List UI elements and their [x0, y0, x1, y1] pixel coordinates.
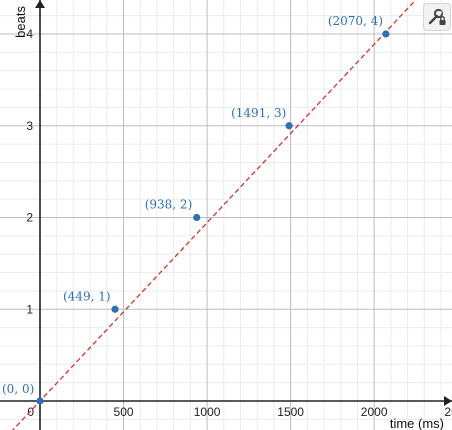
point-label: (938, 2) — [145, 198, 193, 212]
y-tick-label: 2 — [26, 211, 33, 225]
y-tick-label: 1 — [26, 302, 33, 316]
point-label: (1491, 3) — [231, 106, 286, 120]
x-tick-label: 2000 — [361, 405, 388, 419]
data-points: (0, 0) (449, 1) (938, 2) (1491, 3) (2070, 4) — [2, 14, 390, 405]
data-point[interactable] — [382, 30, 390, 38]
y-tick-label: 4 — [26, 27, 33, 41]
data-point[interactable] — [111, 305, 119, 313]
point-label: (2070, 4) — [328, 14, 383, 28]
y-tick-label: 3 — [26, 119, 33, 133]
y-axis-label: beats — [13, 6, 28, 38]
point-label: (449, 1) — [63, 289, 111, 303]
graph-settings-button[interactable] — [423, 3, 451, 31]
tick-labels: 500 1000 1500 2000 2500 1 2 3 4 0 — [26, 27, 452, 419]
point-label: (0, 0) — [2, 382, 34, 396]
x-tick-label: 500 — [114, 405, 134, 419]
origin-tick-label: 0 — [27, 405, 34, 419]
x-axis-arrow — [444, 396, 452, 406]
data-point[interactable] — [193, 213, 201, 222]
x-tick-label: 1500 — [277, 405, 304, 419]
x-axis-label: time (ms) — [390, 416, 444, 430]
x-tick-label: 1000 — [194, 405, 221, 419]
y-axis-arrow — [35, 0, 45, 8]
data-point[interactable] — [36, 397, 44, 405]
wrench-lock-icon — [428, 8, 446, 25]
data-point[interactable] — [285, 122, 293, 130]
x-tick-label: 2500 — [444, 405, 452, 419]
